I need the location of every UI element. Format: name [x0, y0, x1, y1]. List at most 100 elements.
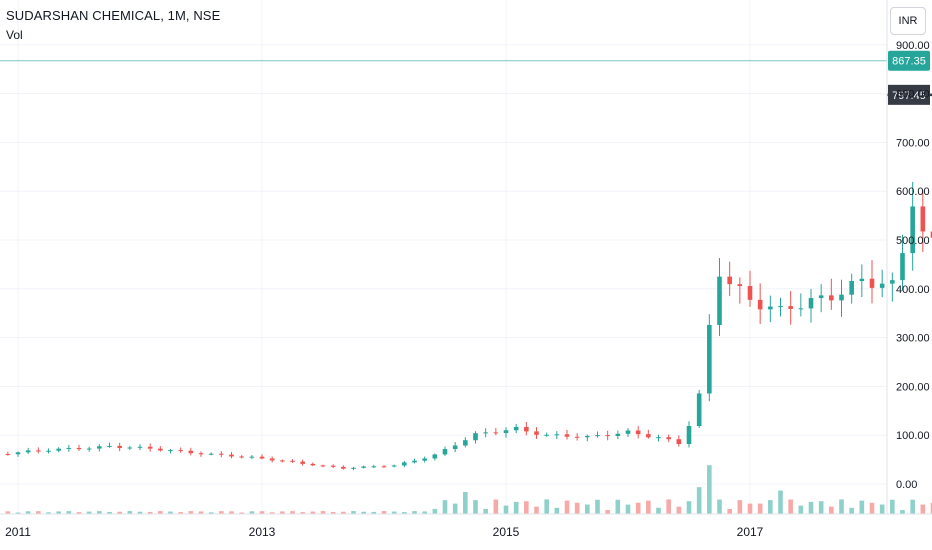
candle-body [635, 430, 641, 435]
y-tick-label: 300.00 [896, 333, 930, 345]
currency-button[interactable]: INR [890, 7, 926, 35]
candle-body [259, 456, 265, 459]
volume-bar [686, 501, 692, 514]
volume-bars [5, 465, 932, 514]
candle-body [788, 306, 793, 309]
volume-bar [15, 512, 21, 514]
candle-body [117, 445, 122, 448]
candle-body [86, 448, 92, 450]
candle-body [808, 298, 814, 309]
candle-body [412, 460, 417, 463]
volume-bar [859, 500, 865, 514]
volume-bar [595, 499, 600, 514]
volume-bar [402, 512, 407, 514]
candles [5, 181, 932, 471]
candle-body [849, 281, 854, 295]
volume-bar [534, 506, 539, 514]
volume-bar [666, 499, 671, 514]
candle-body [208, 453, 214, 455]
volume-bar [56, 511, 61, 514]
volume-bar [5, 511, 11, 514]
candle-body [168, 450, 173, 452]
volume-bar [727, 508, 732, 514]
volume-bar [320, 511, 326, 514]
candle-body [320, 465, 326, 467]
volume-bar [798, 505, 804, 514]
y-tick-label: 700.00 [896, 137, 930, 149]
volume-bar [554, 507, 560, 514]
candle-body [656, 437, 661, 439]
volume-bar [808, 501, 814, 514]
candle-body [615, 433, 621, 437]
volume-bar [290, 511, 295, 514]
candle-body [66, 447, 72, 449]
volume-bar [696, 487, 702, 514]
candle-body [564, 434, 570, 437]
candle-body [300, 461, 305, 464]
candle-body [239, 456, 244, 458]
legend: SUDARSHAN CHEMICAL, 1M, NSE Vol [6, 8, 220, 42]
volume-bar [635, 502, 641, 514]
overlay-lines: 797.45 867.35 [0, 50, 932, 105]
volume-bar [147, 511, 153, 514]
candle-body [25, 450, 31, 453]
y-tick-label: 500.00 [896, 235, 930, 247]
candle-body [646, 434, 651, 438]
volume-bar [229, 511, 234, 514]
volume-bar [280, 511, 285, 514]
volume-bar [117, 511, 122, 514]
candle-body [666, 437, 671, 440]
last-price-label: 867.35 [892, 56, 926, 68]
candle-body [768, 306, 773, 310]
candle-body [554, 434, 560, 436]
candle-body [15, 452, 21, 455]
candle-body [371, 466, 377, 468]
candle-body [524, 426, 529, 432]
x-axis: 20112013201520172019202120232025 [0, 513, 932, 539]
candle-body [188, 450, 194, 454]
chart-grid [0, 0, 887, 514]
volume-bar [371, 511, 377, 514]
candle-body [5, 453, 11, 455]
x-tick-label: 2013 [249, 525, 276, 539]
candle-body [839, 294, 844, 301]
volume-bar [330, 511, 336, 514]
volume-bar [839, 499, 844, 514]
volume-bar [249, 511, 255, 514]
x-tick-label: 2017 [737, 525, 764, 539]
volume-bar [574, 502, 580, 514]
y-tick-label: 200.00 [896, 381, 930, 393]
y-tick-label: 900.00 [896, 40, 930, 52]
volume-bar [381, 511, 387, 514]
y-tick-label: 400.00 [896, 284, 930, 296]
volume-bar [829, 506, 834, 514]
candle-body [432, 454, 438, 459]
volume-bar [656, 507, 661, 514]
candle-body [879, 283, 885, 288]
candle-body [147, 446, 153, 449]
volume-bar [168, 511, 173, 514]
volume-bar [76, 512, 82, 514]
volume-bar [513, 501, 519, 514]
candle-body [818, 295, 824, 299]
volume-bar [778, 490, 783, 514]
volume-bar [300, 512, 305, 514]
candle-body [757, 299, 763, 310]
y-tick-label: 800.00 [896, 89, 930, 101]
volume-bar [737, 500, 743, 514]
y-tick-label: 600.00 [896, 186, 930, 198]
candle-body [330, 465, 336, 467]
volume-bar [341, 511, 346, 514]
candle-body [686, 425, 692, 445]
candle-body [361, 466, 366, 468]
candle-body [269, 458, 275, 461]
candle-body [696, 393, 702, 426]
last-price-tag [888, 50, 930, 71]
candle-body [778, 306, 783, 308]
candle-body [463, 440, 468, 446]
volume-bar [178, 512, 183, 514]
volume-bar [524, 501, 529, 514]
candle-body [351, 467, 356, 469]
candle-body [97, 446, 102, 449]
